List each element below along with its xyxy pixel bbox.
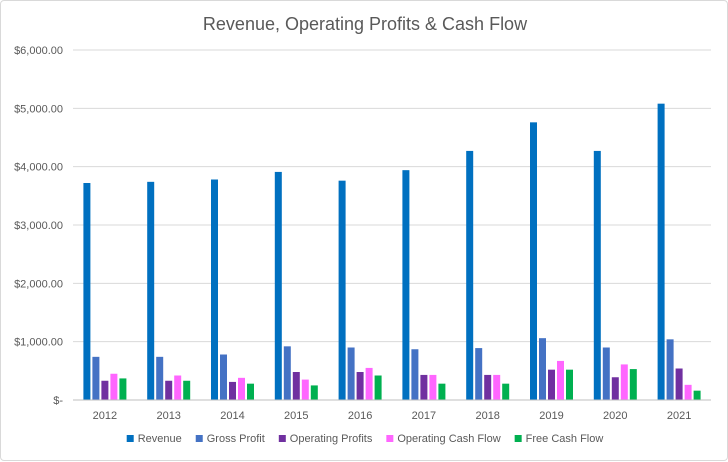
legend-label: Operating Profits bbox=[290, 433, 373, 445]
bar-gross-profit-2017 bbox=[411, 349, 419, 400]
y-tick-label: $4,000.00 bbox=[14, 162, 63, 174]
bar-operating-profits-2017 bbox=[420, 374, 428, 400]
y-tick-label: $1,000.00 bbox=[14, 337, 63, 349]
x-tick-label: 2016 bbox=[348, 410, 372, 422]
y-tick-label: $3,000.00 bbox=[14, 220, 63, 232]
bar-operating-profits-2020 bbox=[611, 377, 619, 400]
y-tick-label: $5,000.00 bbox=[14, 103, 63, 115]
x-tick-label: 2021 bbox=[667, 410, 691, 422]
bar-operating-cash-flow-2021 bbox=[684, 384, 692, 400]
bar-operating-profits-2015 bbox=[292, 372, 300, 400]
bar-operating-cash-flow-2020 bbox=[620, 364, 628, 400]
bar-revenue-2017 bbox=[402, 170, 410, 400]
bar-operating-cash-flow-2013 bbox=[174, 375, 182, 400]
bar-gross-profit-2014 bbox=[220, 354, 227, 400]
bar-revenue-2013 bbox=[147, 181, 155, 400]
bar-operating-profits-2019 bbox=[548, 369, 555, 400]
bar-free-cash-flow-2020 bbox=[629, 369, 637, 400]
bar-operating-profits-2021 bbox=[675, 368, 683, 400]
bar-free-cash-flow-2018 bbox=[502, 383, 510, 400]
x-tick-label: 2020 bbox=[603, 410, 627, 422]
bar-free-cash-flow-2015 bbox=[310, 385, 318, 400]
bar-revenue-2014 bbox=[211, 179, 218, 400]
x-tick-label: 2013 bbox=[156, 410, 180, 422]
bar-operating-profits-2013 bbox=[165, 380, 173, 400]
legend-swatch bbox=[195, 435, 203, 442]
bar-operating-cash-flow-2014 bbox=[238, 377, 245, 400]
bar-operating-profits-2014 bbox=[229, 381, 236, 400]
x-tick-label: 2014 bbox=[220, 410, 244, 422]
bar-gross-profit-2020 bbox=[602, 347, 610, 400]
bar-revenue-2016 bbox=[338, 180, 346, 400]
y-tick-label: $- bbox=[53, 395, 63, 407]
x-tick-label: 2018 bbox=[475, 410, 499, 422]
legend-swatch bbox=[278, 435, 286, 442]
legend-item-operating-profits: Operating Profits bbox=[278, 433, 373, 445]
bar-operating-cash-flow-2018 bbox=[493, 374, 501, 400]
legend-item-operating-cash-flow: Operating Cash Flow bbox=[386, 433, 501, 445]
bar-operating-cash-flow-2012 bbox=[110, 373, 118, 400]
bar-gross-profit-2019 bbox=[539, 338, 546, 400]
chart-title: Revenue, Operating Profits & Cash Flow bbox=[203, 14, 528, 34]
bar-free-cash-flow-2019 bbox=[566, 369, 573, 400]
bar-revenue-2015 bbox=[274, 171, 282, 400]
bar-operating-cash-flow-2017 bbox=[429, 374, 437, 400]
bar-free-cash-flow-2012 bbox=[119, 378, 127, 400]
gridlines bbox=[73, 49, 711, 343]
legend-swatch bbox=[126, 435, 134, 442]
x-tick-label: 2017 bbox=[412, 410, 436, 422]
x-tick-label: 2012 bbox=[93, 410, 117, 422]
legend-label: Operating Cash Flow bbox=[397, 433, 500, 445]
bar-gross-profit-2018 bbox=[475, 348, 483, 400]
bar-gross-profit-2013 bbox=[156, 356, 164, 400]
bar-revenue-2021 bbox=[657, 103, 665, 401]
bar-operating-profits-2012 bbox=[101, 380, 109, 400]
bar-operating-cash-flow-2016 bbox=[365, 367, 373, 400]
bar-gross-profit-2016 bbox=[347, 347, 355, 400]
bar-gross-profit-2021 bbox=[666, 339, 674, 400]
y-tick-label: $6,000.00 bbox=[14, 45, 63, 57]
bar-gross-profit-2012 bbox=[92, 356, 100, 400]
x-tick-label: 2019 bbox=[539, 410, 563, 422]
y-axis-tick-labels: $- $1,000.00 $2,000.00 $3,000.00 $4,000.00 $5… bbox=[14, 45, 63, 407]
bar-operating-cash-flow-2019 bbox=[557, 360, 564, 400]
legend-item-gross-profit: Gross Profit bbox=[195, 433, 265, 445]
bar-gross-profit-2015 bbox=[283, 346, 291, 400]
legend-swatch bbox=[386, 435, 394, 442]
legend: Revenue Gross Profit Operating Profits Oper… bbox=[126, 433, 604, 445]
legend-item-revenue: Revenue bbox=[126, 433, 182, 445]
y-tick-label: $2,000.00 bbox=[14, 278, 63, 290]
bar-revenue-2012 bbox=[83, 183, 91, 400]
x-tick-label: 2015 bbox=[284, 410, 308, 422]
bar-revenue-2018 bbox=[466, 150, 474, 400]
x-axis-tick-labels: 2012 2013 2014 2015 2016 2017 2018 2019 2020 2021 bbox=[93, 410, 692, 422]
bar-free-cash-flow-2016 bbox=[374, 375, 382, 400]
legend-item-free-cash-flow: Free Cash Flow bbox=[514, 433, 604, 445]
bar-free-cash-flow-2014 bbox=[247, 383, 254, 400]
bar-operating-profits-2018 bbox=[484, 374, 492, 400]
bar-operating-profits-2016 bbox=[356, 372, 364, 400]
legend-swatch bbox=[514, 435, 522, 442]
bars bbox=[83, 103, 701, 401]
bar-free-cash-flow-2017 bbox=[438, 383, 446, 400]
bar-free-cash-flow-2013 bbox=[183, 380, 191, 400]
bar-revenue-2019 bbox=[530, 122, 537, 400]
bar-revenue-2020 bbox=[593, 150, 601, 400]
legend-label: Free Cash Flow bbox=[526, 433, 604, 445]
bar-free-cash-flow-2021 bbox=[693, 390, 701, 400]
bar-operating-cash-flow-2015 bbox=[301, 379, 309, 400]
legend-label: Gross Profit bbox=[207, 433, 265, 445]
legend-label: Revenue bbox=[138, 433, 182, 445]
